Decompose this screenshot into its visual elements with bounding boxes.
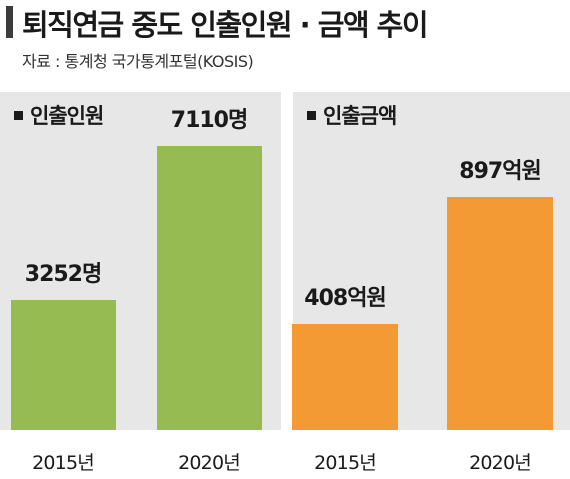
x-tick-label: 2020년: [469, 452, 532, 474]
bar-people-0: [10, 300, 116, 430]
legend-people: 인출인원: [14, 100, 104, 130]
source-note: 자료 : 통계청 국가통계포털(KOSIS): [22, 52, 254, 71]
data-label: 897억원: [459, 159, 541, 184]
data-label: 7110명: [170, 108, 248, 133]
legend-amount: 인출금액: [307, 100, 397, 130]
bar-amount-1: [447, 197, 553, 430]
data-label: 408억원: [304, 286, 386, 312]
data-label: 3252명: [24, 262, 102, 288]
legend-label: 인출금액: [323, 104, 397, 128]
legend-square-icon: [307, 110, 316, 120]
x-tick-label: 2015년: [314, 452, 377, 474]
legend-square-icon: [14, 110, 23, 120]
title-bar: [6, 6, 13, 38]
chart-title: 퇴직연금 중도 인출인원 · 금액 추이: [22, 8, 429, 42]
legend-label: 인출인원: [30, 104, 104, 128]
bar-people-1: [156, 146, 262, 430]
chart-panel-people: 인출인원 3252명 7110명: [0, 92, 281, 430]
x-tick-label: 2015년: [32, 452, 95, 474]
bar-amount-0: [292, 324, 398, 430]
x-tick-label: 2020년: [178, 452, 241, 474]
chart-panel-amount: 인출금액 408억원 897억원: [292, 92, 570, 430]
